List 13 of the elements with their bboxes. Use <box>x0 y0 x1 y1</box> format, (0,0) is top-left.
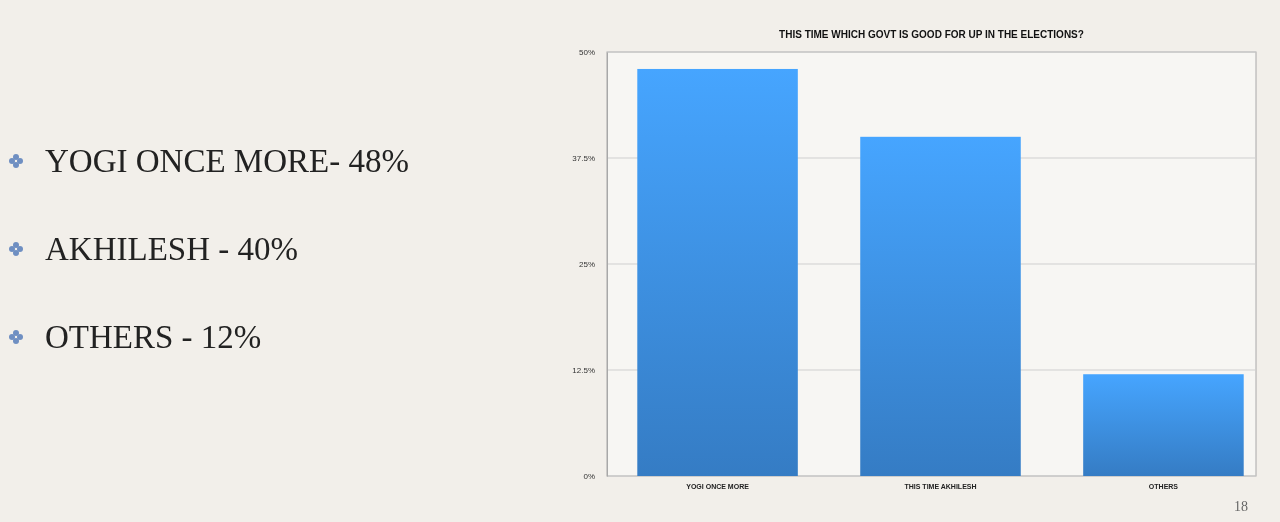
y-tick-label: 37.5% <box>572 154 595 164</box>
text: OTHERS - 12% <box>45 319 262 355</box>
y-tick-label: 0% <box>583 472 595 482</box>
bar <box>860 136 1021 476</box>
chart-title: THIS TIME WHICH GOVT IS GOOD FOR UP IN THE ELECTIONS? <box>779 29 1084 40</box>
text: AKHILESH - 40% <box>45 231 298 267</box>
y-tick-label: 50% <box>578 48 595 58</box>
text: 18 <box>1234 499 1248 514</box>
y-tick-label: 25% <box>578 260 595 270</box>
bar <box>637 68 798 476</box>
text: YOGI ONCE MORE- 48% <box>45 143 409 179</box>
bar <box>1083 374 1244 476</box>
y-tick-label: 12.5% <box>572 366 595 376</box>
